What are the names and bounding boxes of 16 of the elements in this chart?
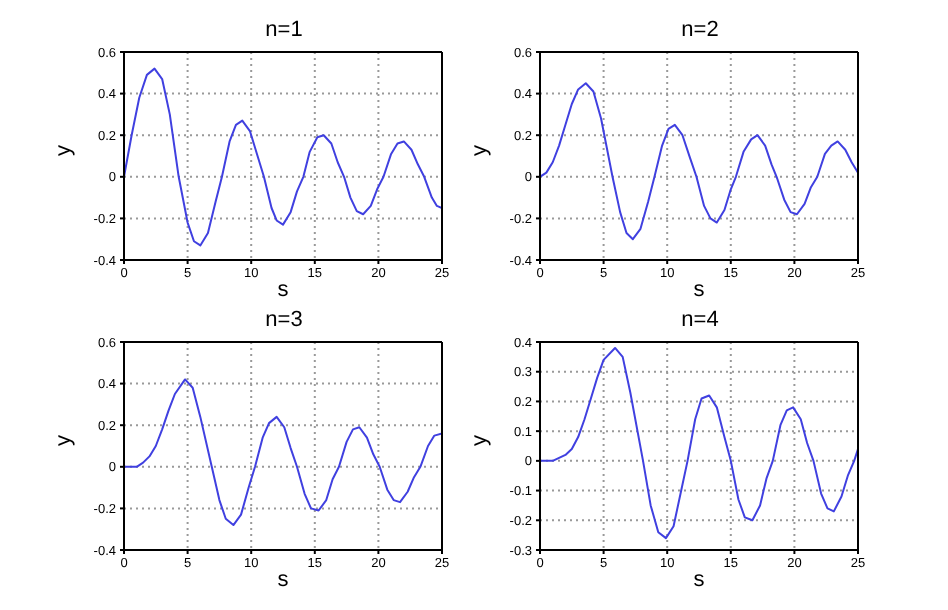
line-series <box>540 82 858 241</box>
y-axis-title: y <box>51 434 76 446</box>
chart-title: n=3 <box>263 308 305 332</box>
line-series <box>540 346 858 540</box>
x-axis-title: s <box>277 278 290 302</box>
chart-title: n=2 <box>679 18 721 42</box>
chart-title: n=1 <box>263 18 305 42</box>
y-axis-title: y <box>467 434 492 446</box>
line-series <box>124 378 442 527</box>
y-axis-title: y <box>51 144 76 156</box>
x-axis-title: s <box>693 278 706 302</box>
x-axis-title: s <box>277 568 290 592</box>
chart-title: n=4 <box>679 308 721 332</box>
x-axis-title: s <box>693 568 706 592</box>
line-series <box>124 67 442 247</box>
y-axis-title: y <box>467 144 492 156</box>
